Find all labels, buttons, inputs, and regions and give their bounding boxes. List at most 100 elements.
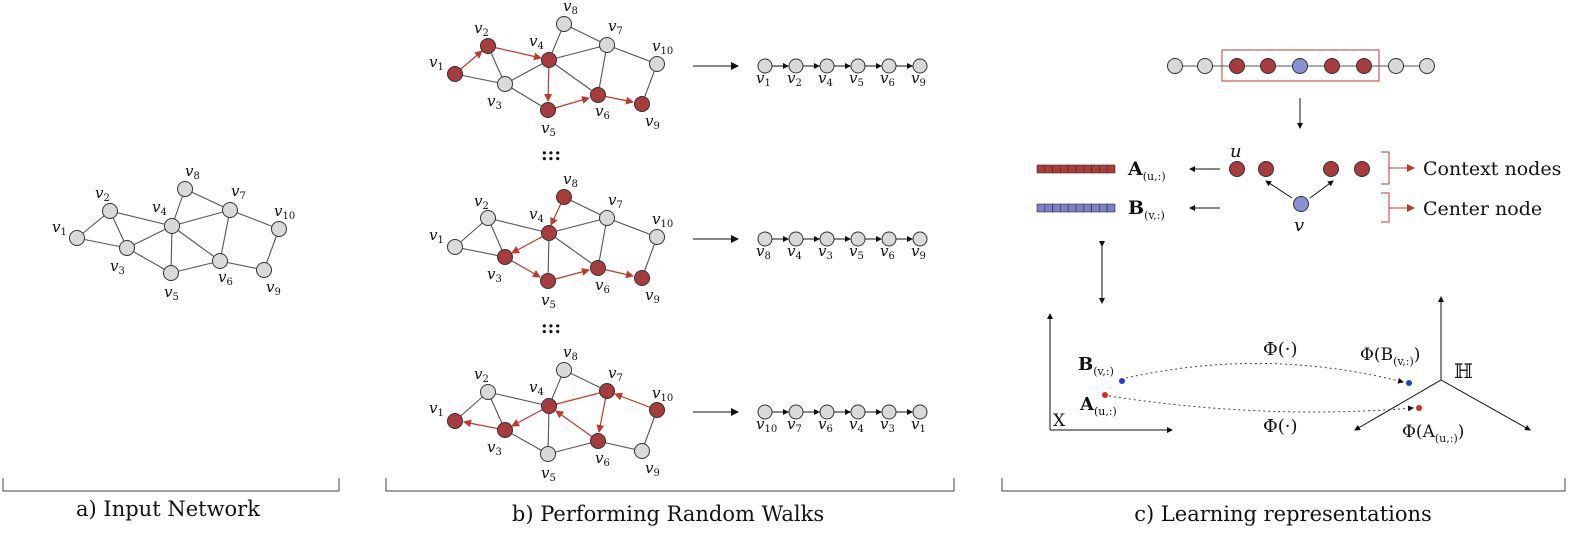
label-v8: v8 (563, 0, 578, 17)
walk-node (788, 231, 804, 247)
arrow-center-context (1309, 180, 1334, 199)
walk-edge (487, 45, 542, 61)
edge (487, 391, 550, 407)
seq-node (1419, 58, 1435, 74)
walk-node-label: v4 (849, 415, 864, 435)
node-v2 (480, 38, 496, 54)
node-v7 (599, 383, 615, 399)
h-space-axis-left (1354, 379, 1442, 431)
node-v4 (164, 218, 180, 234)
center-brace (1381, 192, 1390, 223)
edge (126, 247, 172, 274)
node-v7 (599, 210, 615, 226)
node-v2 (480, 384, 496, 400)
phi-B-label: Φ(B(v,:)) (1360, 345, 1420, 368)
context-node (1354, 161, 1370, 177)
label-v9: v9 (645, 112, 660, 132)
edge (504, 83, 549, 111)
label-v3: v3 (487, 265, 502, 285)
edge (171, 225, 221, 262)
node-v10 (649, 229, 665, 245)
label-v1: v1 (429, 53, 444, 73)
edge (170, 260, 221, 274)
caption-c: c) Learning representations (1134, 502, 1432, 526)
walk-edge (548, 390, 608, 407)
embedding-cell (1106, 164, 1116, 174)
walk-edge (555, 410, 599, 442)
point-B (1119, 378, 1125, 384)
node-v6 (212, 253, 228, 269)
edge (454, 73, 506, 85)
label-u: u (1230, 141, 1242, 162)
node-v1 (447, 413, 463, 429)
context-node (1323, 161, 1339, 177)
label-v7: v7 (608, 364, 623, 384)
label-v: v (1294, 215, 1304, 236)
node-v8 (556, 189, 572, 205)
h-space-axis-right (1440, 379, 1531, 431)
point-phi-B (1406, 380, 1412, 386)
node-v5 (540, 446, 556, 462)
bracket-c (1001, 478, 1566, 492)
label-v1: v1 (52, 218, 67, 238)
walk-node (788, 404, 804, 420)
context-node-u (1229, 161, 1245, 177)
label-v5: v5 (164, 283, 179, 303)
seq-node (1197, 58, 1213, 74)
node-v4 (541, 398, 557, 414)
label-v6: v6 (595, 102, 610, 122)
edge (548, 232, 599, 269)
node-v4 (541, 225, 557, 241)
label-v7: v7 (608, 191, 623, 211)
label-v10: v10 (652, 37, 673, 57)
phi-mapping-B (1125, 362, 1404, 384)
walk-sequences: v1 v2 v4 v5 v6 v9 v8 v4 v3 v5 v6 v9 v10 v7 v6 v4 v3 v1 (756, 58, 928, 435)
embedding-vector-A (1036, 164, 1116, 174)
node-v7 (222, 202, 238, 218)
embedding-cell (1060, 203, 1069, 213)
edge (76, 237, 128, 249)
label-v5: v5 (541, 464, 556, 484)
edge (171, 209, 231, 227)
edge (504, 429, 549, 455)
walk-graph-1: v1 v2 v3 v4 v5 v6 v7 v8 v9 v10 (429, 0, 673, 139)
embedding-cell (1036, 203, 1046, 213)
embedding-cell (1091, 203, 1100, 213)
edge (597, 44, 608, 96)
edge (548, 217, 608, 234)
edge (547, 440, 599, 455)
edge (606, 217, 658, 238)
node-v9 (634, 443, 650, 459)
edge (126, 225, 173, 249)
walk-node (881, 231, 897, 247)
walk-node-label: v3 (880, 415, 895, 435)
walk-node-label: v8 (756, 242, 771, 262)
walk-node (881, 58, 897, 74)
bracket-a (2, 478, 340, 492)
embedding-cell (1060, 164, 1069, 174)
edge (548, 44, 608, 61)
label-v2: v2 (474, 19, 489, 39)
node-v2 (102, 203, 118, 219)
bracket-b (385, 478, 955, 492)
label-v5: v5 (541, 291, 556, 311)
embedding-cell (1099, 203, 1108, 213)
walk-node (819, 404, 835, 420)
label-v4: v4 (529, 205, 544, 225)
label-v5: v5 (541, 119, 556, 139)
walk-node-label: v6 (880, 69, 895, 89)
walk-node-label: v10 (756, 415, 777, 435)
walk-node (912, 404, 928, 420)
walk-node (912, 231, 928, 247)
embedding-cell (1044, 203, 1053, 213)
point-A-label: A(u,:) (1079, 394, 1117, 418)
walk-node-label: v4 (787, 242, 802, 262)
node-v1 (69, 230, 85, 246)
walk-node (850, 58, 866, 74)
hyperbolic-space: ℍ Φ(B(v,:)) Φ(A(u,:)) (1354, 296, 1531, 445)
label-v3: v3 (487, 92, 502, 112)
seq-node-context (1324, 58, 1340, 74)
walk-node-label: v6 (818, 415, 833, 435)
context-window-sequence (1167, 49, 1435, 82)
center-node-v (1293, 196, 1309, 212)
